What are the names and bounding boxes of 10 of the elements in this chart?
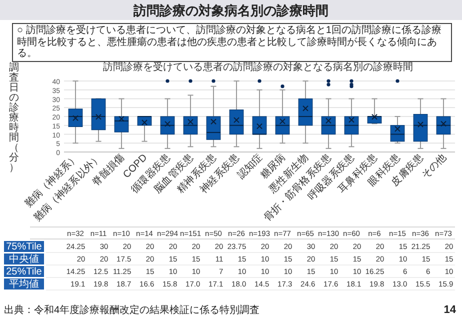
- chart-subtitle: 訪問診療を受けている患者の訪問診療の対象となる病名別の診療時間: [103, 61, 413, 73]
- chart-title: 訪問診療の対象病名別の診療時間: [132, 3, 328, 18]
- text: 平均値: [9, 278, 39, 290]
- page-number: 14: [444, 304, 456, 316]
- source-note: 出典：令和4年度診療報酬改定の結果検証に係る特別調査: [4, 304, 260, 316]
- text: 75%Tile: [6, 242, 42, 252]
- text: 25%Tile: [6, 266, 42, 278]
- text: 中央値: [9, 253, 39, 265]
- text: ○ 訪問診療を受けている患者について、訪問診療の対象となる病名と1回の訪問診療に係る診療時間を比較すると、悪性腫瘍の患者は他の疾患の患者と比較して診療時間が長くなる傾向にある。: [12, 23, 452, 62]
- text: 調査日の診療時間（分）: [9, 62, 19, 174]
